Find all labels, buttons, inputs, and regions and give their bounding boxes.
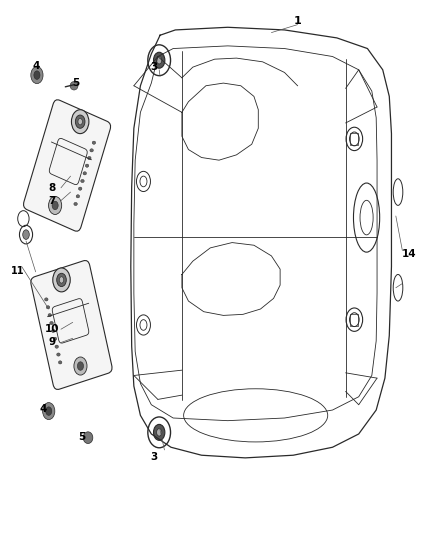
- Ellipse shape: [85, 164, 89, 167]
- Ellipse shape: [53, 268, 70, 292]
- Ellipse shape: [45, 298, 48, 301]
- Bar: [350, 133, 358, 145]
- Ellipse shape: [57, 273, 66, 287]
- Ellipse shape: [48, 313, 52, 317]
- Ellipse shape: [92, 141, 95, 144]
- Text: 5: 5: [78, 432, 85, 442]
- Ellipse shape: [156, 429, 162, 436]
- Ellipse shape: [76, 195, 80, 198]
- Text: 1: 1: [294, 16, 301, 26]
- Ellipse shape: [83, 172, 86, 175]
- Ellipse shape: [74, 203, 78, 206]
- Text: 8: 8: [49, 183, 56, 193]
- Ellipse shape: [78, 362, 84, 370]
- Ellipse shape: [49, 196, 62, 214]
- Ellipse shape: [153, 52, 165, 68]
- Text: 14: 14: [402, 249, 416, 259]
- Text: 3: 3: [151, 452, 158, 462]
- Ellipse shape: [75, 115, 85, 128]
- Ellipse shape: [53, 337, 57, 341]
- Ellipse shape: [58, 361, 62, 364]
- Ellipse shape: [74, 357, 87, 375]
- Ellipse shape: [59, 277, 64, 283]
- Ellipse shape: [156, 56, 162, 64]
- Ellipse shape: [88, 156, 91, 159]
- Text: 7: 7: [49, 196, 56, 206]
- Ellipse shape: [90, 149, 93, 152]
- FancyBboxPatch shape: [24, 100, 111, 231]
- Ellipse shape: [23, 230, 29, 239]
- Ellipse shape: [55, 345, 58, 348]
- Ellipse shape: [46, 407, 52, 415]
- Ellipse shape: [34, 71, 40, 79]
- Text: 9: 9: [49, 337, 56, 347]
- FancyBboxPatch shape: [31, 261, 112, 390]
- Ellipse shape: [52, 201, 58, 209]
- Ellipse shape: [81, 180, 84, 183]
- Ellipse shape: [46, 306, 50, 309]
- Text: 4: 4: [40, 404, 47, 414]
- Ellipse shape: [153, 424, 165, 440]
- Text: 4: 4: [33, 61, 40, 70]
- Ellipse shape: [52, 329, 55, 333]
- Ellipse shape: [57, 353, 60, 356]
- Ellipse shape: [42, 402, 55, 419]
- Ellipse shape: [83, 432, 93, 443]
- Text: 3: 3: [150, 62, 157, 71]
- Ellipse shape: [71, 110, 89, 134]
- Ellipse shape: [50, 321, 53, 325]
- Bar: [350, 314, 358, 326]
- Ellipse shape: [70, 82, 78, 90]
- Ellipse shape: [78, 187, 82, 190]
- Ellipse shape: [31, 67, 43, 84]
- Text: 11: 11: [11, 266, 24, 276]
- Text: 5: 5: [72, 78, 79, 88]
- Text: 10: 10: [45, 324, 60, 334]
- Ellipse shape: [78, 118, 82, 125]
